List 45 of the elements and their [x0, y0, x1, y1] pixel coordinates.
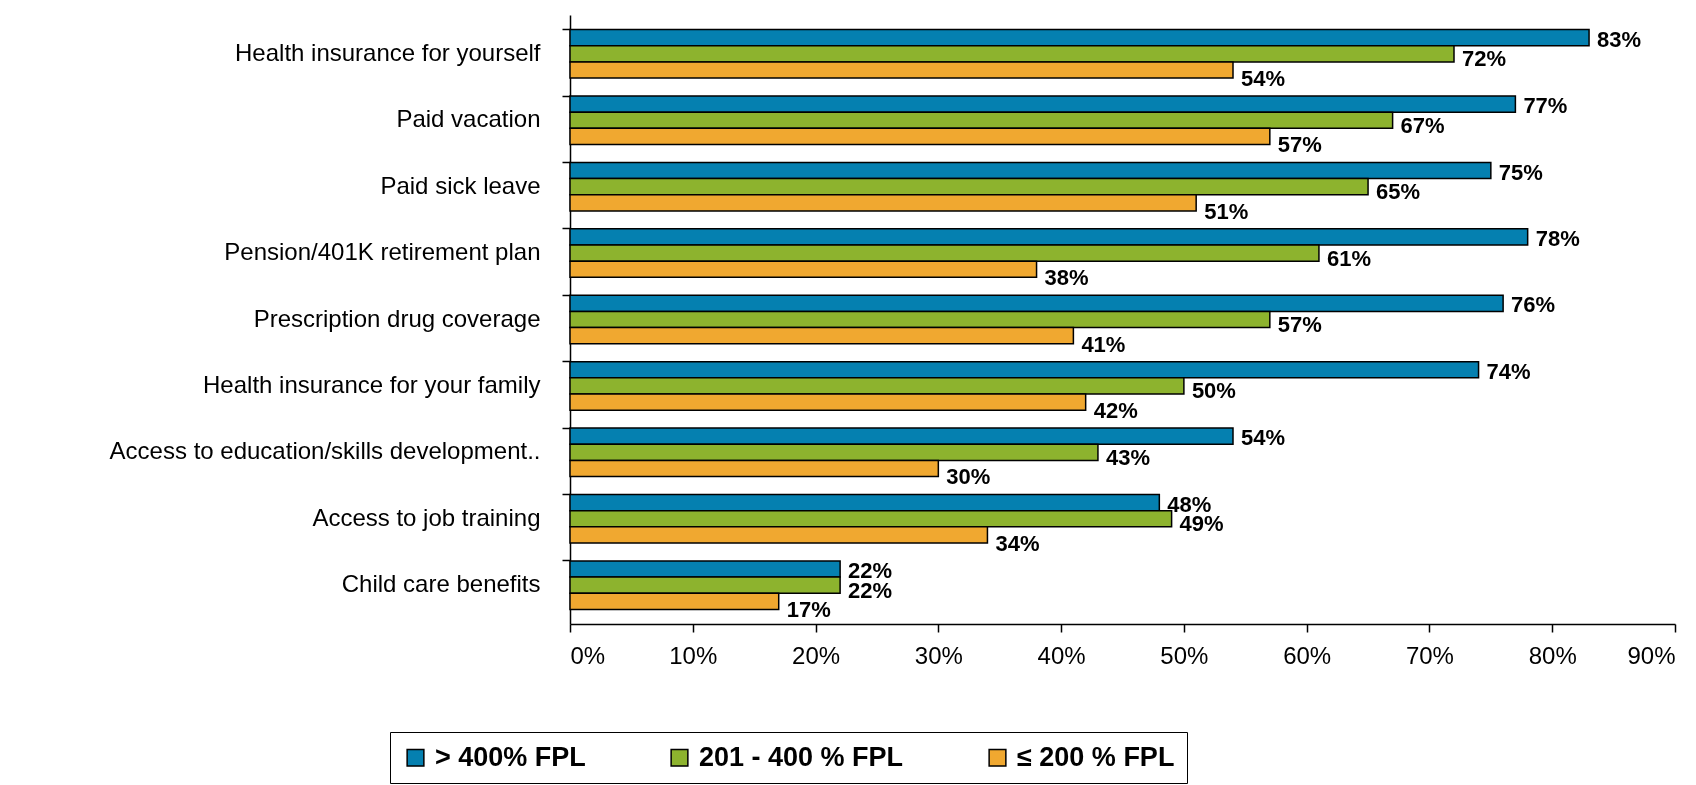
data-label: 61%	[1326, 245, 1371, 271]
y-tick-label: Health insurance for yourself	[235, 38, 541, 66]
data-label: 76%	[1511, 292, 1556, 318]
data-label: 77%	[1523, 93, 1568, 119]
data-label: 43%	[1105, 444, 1150, 470]
data-label: 57%	[1277, 132, 1322, 158]
data-label: 65%	[1376, 179, 1421, 205]
data-label: 83%	[1597, 26, 1642, 52]
x-tick-label: 0%	[570, 641, 606, 669]
x-tick-label: 90%	[1627, 641, 1676, 669]
x-tick-label: 20%	[792, 641, 841, 669]
y-tick-label: Health insurance for your family	[203, 370, 541, 398]
data-label: 54%	[1241, 66, 1286, 92]
data-label: 51%	[1204, 198, 1249, 224]
x-tick-label: 80%	[1528, 641, 1577, 669]
data-label: 50%	[1191, 378, 1236, 404]
data-label: 30%	[946, 464, 991, 490]
x-tick-label: 10%	[669, 641, 718, 669]
y-tick-label: Prescription drug coverage	[253, 304, 541, 332]
data-label: 42%	[1093, 398, 1138, 424]
x-tick-label: 40%	[1037, 641, 1086, 669]
data-label: 67%	[1400, 112, 1445, 138]
data-label: 54%	[1241, 425, 1286, 451]
x-tick-label: 60%	[1283, 641, 1332, 669]
legend-label: > 400% FPL	[435, 741, 586, 772]
legend-label: ≤ 200 % FPL	[1017, 741, 1175, 772]
data-label: 38%	[1044, 265, 1089, 291]
y-tick-label: Paid vacation	[396, 105, 541, 133]
data-label: 17%	[786, 597, 831, 623]
x-tick-label: 30%	[914, 641, 963, 669]
data-label: 78%	[1535, 225, 1580, 251]
y-tick-label: Child care benefits	[341, 570, 541, 598]
data-label: 57%	[1277, 312, 1322, 337]
y-tick-label: Access to education/skills development..	[109, 437, 541, 465]
y-tick-label: Paid sick leave	[380, 171, 541, 199]
x-tick-label: 50%	[1160, 641, 1209, 669]
legend-label: 201 - 400 % FPL	[699, 741, 904, 772]
data-label: 41%	[1081, 331, 1126, 357]
data-label: 74%	[1486, 358, 1531, 384]
data-label: 34%	[995, 530, 1040, 556]
y-tick-label: Access to job training	[312, 503, 541, 531]
data-label: 75%	[1498, 159, 1543, 185]
y-tick-label: Pension/401K retirement plan	[224, 238, 541, 266]
x-tick-label: 70%	[1405, 641, 1454, 669]
data-label: 72%	[1462, 46, 1507, 72]
